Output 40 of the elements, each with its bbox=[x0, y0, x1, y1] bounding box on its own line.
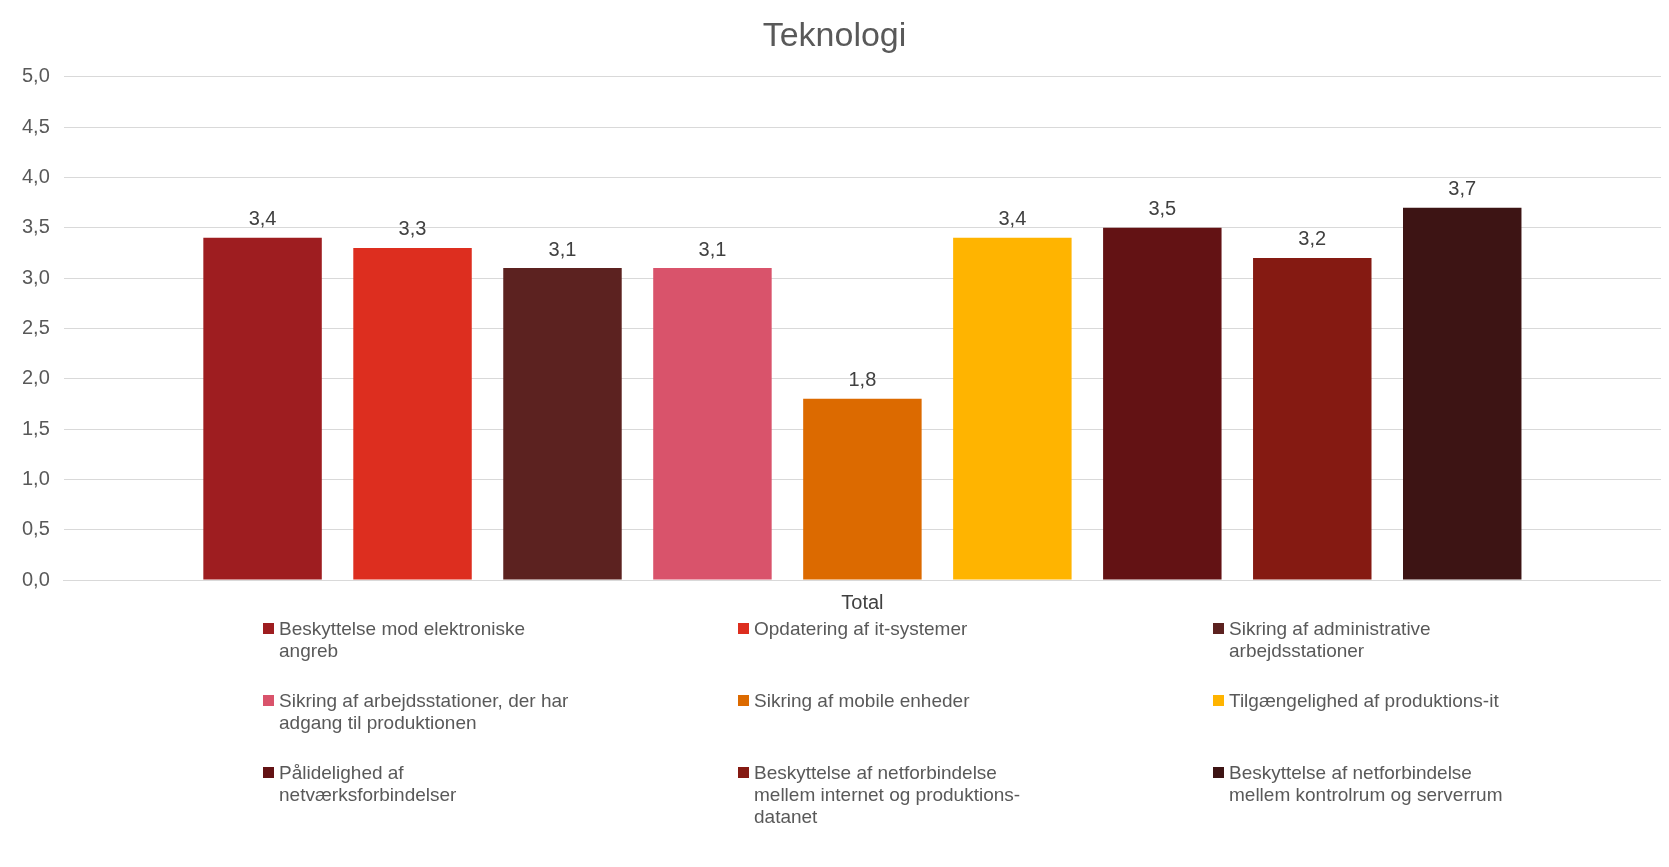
bar bbox=[653, 268, 772, 580]
data-label: 1,8 bbox=[848, 368, 877, 391]
bar bbox=[1253, 257, 1372, 580]
bar bbox=[953, 237, 1072, 580]
data-label: 3,1 bbox=[698, 237, 727, 260]
data-label: 3,4 bbox=[998, 207, 1027, 230]
data-label: 3,3 bbox=[398, 217, 427, 240]
legend-label: Beskyttelse mod elektroniske angreb bbox=[279, 618, 527, 662]
legend-label: Sikring af administrative arbejdsstationer bbox=[1229, 618, 1432, 662]
legend-label: Tilgængelighed af produktions-it bbox=[1229, 690, 1499, 712]
bar bbox=[1403, 207, 1522, 580]
data-label: 3,7 bbox=[1448, 177, 1477, 200]
y-tick-label: 2,0 bbox=[21, 366, 50, 389]
bar bbox=[353, 247, 472, 580]
legend-label: Sikring af arbejdsstationer, der har adgang til produktionen bbox=[279, 690, 570, 734]
y-tick-label: 2,5 bbox=[21, 315, 50, 338]
data-label: 3,4 bbox=[248, 207, 277, 230]
y-tick-label: 4,0 bbox=[21, 164, 50, 187]
legend-label: Sikring af mobile enheder bbox=[754, 690, 970, 712]
y-tick-label: 3,0 bbox=[21, 265, 50, 288]
bar bbox=[503, 268, 622, 580]
chart-title: Teknologi bbox=[762, 14, 907, 53]
legend-label: Beskyttelse af netforbindelse mellem internet og produktions-datanet bbox=[754, 762, 1022, 828]
y-tick-label: 3,5 bbox=[21, 215, 50, 238]
y-tick-label: 1,0 bbox=[21, 466, 50, 489]
x-tick-label: Total bbox=[841, 590, 884, 613]
legend-label: Pålidelighed af netværksforbindelser bbox=[279, 762, 458, 806]
y-tick-label: 0,5 bbox=[21, 517, 50, 540]
y-tick-label: 0,0 bbox=[21, 567, 50, 590]
bar bbox=[803, 398, 922, 580]
data-label: 3,1 bbox=[548, 237, 577, 260]
y-tick-label: 4,5 bbox=[21, 114, 50, 137]
data-label: 3,2 bbox=[1298, 227, 1327, 250]
bar bbox=[1103, 227, 1222, 580]
legend-label: Opdatering af it-systemer bbox=[754, 618, 968, 640]
data-label: 3,5 bbox=[1148, 197, 1177, 220]
legend-label: Beskyttelse af netforbindelse mellem kontrolrum og serverrum bbox=[1229, 762, 1504, 806]
y-tick-label: 1,5 bbox=[21, 416, 50, 439]
bar bbox=[203, 237, 322, 580]
y-tick-label: 5,0 bbox=[21, 64, 50, 87]
